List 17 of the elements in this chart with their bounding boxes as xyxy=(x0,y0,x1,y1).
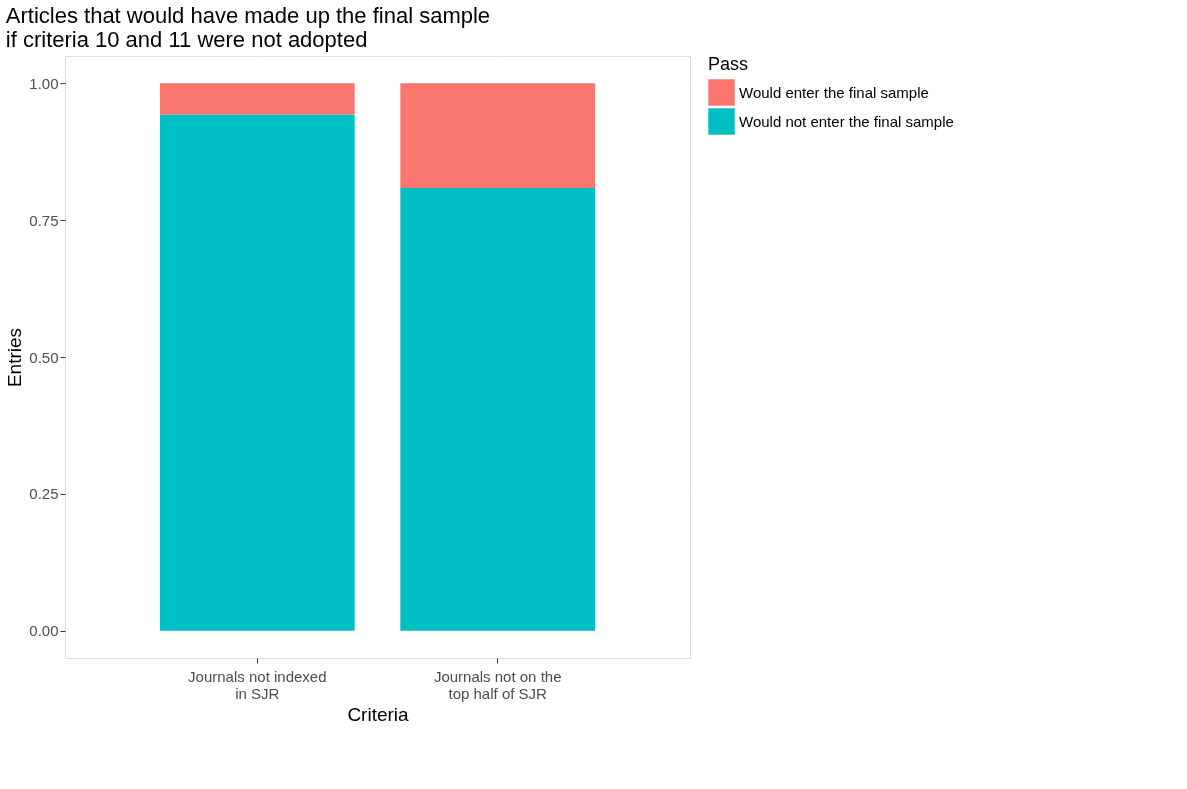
y-tick-label: 0.00 xyxy=(29,622,59,640)
x-tick-label: Journals not indexed in SJR xyxy=(188,667,327,702)
legend-label: Would not enter the final sample xyxy=(739,112,954,130)
chart-title: Articles that would have made up the final sample if criteria 10 and 11 were not adopted xyxy=(5,3,491,52)
y-tick-label: 0.75 xyxy=(29,211,59,229)
bar xyxy=(159,114,355,631)
bar xyxy=(400,83,596,188)
legend-title: Pass xyxy=(708,54,749,74)
x-tick-label: Journals not on the top half of SJR xyxy=(433,667,562,702)
legend-label: Would enter the final sample xyxy=(739,83,929,101)
y-tick-label: 1.00 xyxy=(29,74,59,92)
bar xyxy=(159,83,355,115)
x-axis-title: Criteria xyxy=(347,703,410,725)
y-axis-title: Entries xyxy=(4,327,26,388)
y-tick-label: 0.50 xyxy=(29,348,59,366)
bar xyxy=(400,187,596,631)
y-tick-label: 0.25 xyxy=(29,485,59,503)
